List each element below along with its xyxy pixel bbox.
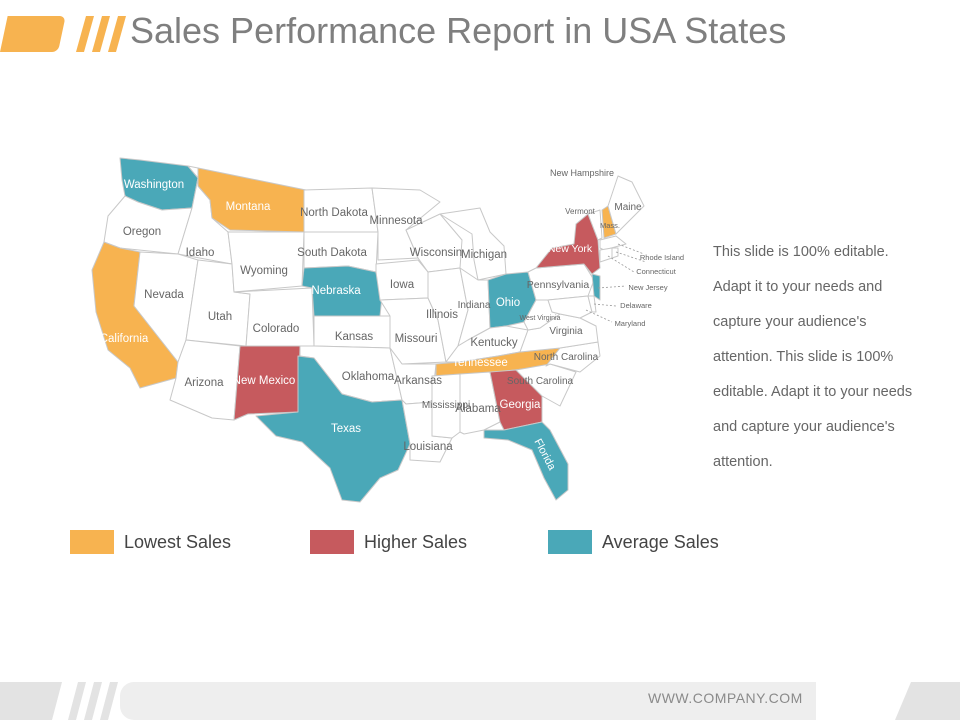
page-title: Sales Performance Report in USA States — [130, 10, 787, 51]
usa-map: .s { stroke: #c8c8c8; stroke-width: 1; s… — [80, 150, 700, 510]
state-massachusetts[interactable] — [599, 235, 627, 251]
label-kansas: Kansas — [335, 331, 374, 343]
label-nebraska: Nebraska — [311, 285, 361, 297]
state-florida[interactable] — [483, 421, 569, 501]
label-wisconsin: Wisconsin — [410, 247, 462, 259]
label-mississippi: Mississippi — [422, 400, 470, 411]
label-idaho: Idaho — [186, 247, 215, 259]
legend-label-lowest: Lowest Sales — [124, 531, 232, 552]
state-mississippi[interactable] — [431, 373, 461, 439]
label-washington: Washington — [124, 179, 184, 191]
state-delaware[interactable] — [587, 295, 597, 313]
label-texas: Texas — [331, 423, 361, 435]
label-montana: Montana — [226, 201, 271, 213]
label-north-dakota: North Dakota — [300, 207, 368, 219]
label-iowa: Iowa — [390, 279, 415, 291]
label-new-york: New York — [548, 243, 593, 255]
label-arizona: Arizona — [185, 377, 225, 389]
header-accent-bar — [0, 16, 66, 52]
label-new-mexico: New Mexico — [233, 375, 296, 387]
state-texas[interactable] — [255, 355, 411, 503]
label-illinois: Illinois — [426, 309, 458, 321]
label-missouri: Missouri — [395, 333, 438, 345]
label-rhode-island: Rhode Island — [640, 253, 684, 262]
label-nevada: Nevada — [144, 289, 184, 301]
label-utah: Utah — [208, 311, 232, 323]
label-maryland: Maryland — [615, 319, 646, 328]
label-massachusetts: Mass. — [600, 221, 620, 230]
state-new-jersey[interactable] — [591, 273, 601, 301]
label-new-jersey: New Jersey — [628, 283, 667, 292]
legend-label-average: Average Sales — [602, 531, 719, 552]
label-wyoming: Wyoming — [240, 265, 288, 277]
state-vermont[interactable] — [587, 209, 603, 241]
label-georgia: Georgia — [500, 399, 542, 411]
label-new-hampshire: New Hampshire — [550, 168, 614, 178]
state-new-mexico[interactable] — [233, 345, 301, 421]
label-maine: Maine — [614, 202, 642, 213]
label-south-dakota: South Dakota — [297, 247, 367, 259]
label-vermont: Vermont — [565, 207, 596, 216]
label-tennessee: Tennessee — [452, 357, 508, 369]
label-louisiana: Louisiana — [403, 441, 453, 453]
legend-swatch-average — [548, 530, 592, 554]
state-connecticut[interactable] — [599, 247, 613, 263]
footer-accent-shape — [895, 682, 960, 720]
label-ohio: Ohio — [496, 297, 520, 309]
label-indiana: Indiana — [458, 300, 491, 311]
state-maine[interactable] — [607, 175, 645, 235]
legend-swatch-lowest — [70, 530, 114, 554]
label-california: California — [100, 333, 149, 345]
legend-average: Average Sales — [548, 530, 719, 554]
label-north-carolina: North Carolina — [534, 352, 599, 363]
legend-lowest: Lowest Sales — [70, 530, 231, 554]
label-michigan: Michigan — [461, 249, 507, 261]
label-west-virginia: West Virginia — [520, 315, 561, 322]
label-delaware: Delaware — [620, 301, 652, 310]
label-kentucky: Kentucky — [470, 337, 518, 349]
footer-url: WWW.COMPANY.COM — [648, 690, 803, 706]
footer-band — [120, 682, 816, 720]
state-rhode-island[interactable] — [611, 247, 619, 259]
label-minnesota: Minnesota — [369, 215, 423, 227]
description-text: This slide is 100% editable. Adapt it to… — [713, 244, 913, 470]
label-oregon: Oregon — [123, 226, 161, 238]
state-california[interactable] — [91, 241, 179, 389]
footer-stripes-icon — [0, 682, 118, 720]
label-south-carolina: South Carolina — [507, 376, 574, 387]
state-south-carolina[interactable] — [515, 363, 577, 407]
header-stripes-icon — [76, 16, 126, 52]
label-connecticut: Connecticut — [636, 267, 677, 276]
label-pennsylvania: Pennsylvania — [527, 279, 590, 291]
label-virginia: Virginia — [549, 326, 583, 337]
legend-swatch-higher — [310, 530, 354, 554]
legend-higher: Higher Sales — [310, 530, 467, 554]
label-oklahoma: Oklahoma — [342, 371, 395, 383]
leader-lines — [585, 243, 647, 323]
label-arkansas: Arkansas — [394, 375, 442, 387]
label-alabama: Alabama — [455, 403, 501, 415]
legend-label-higher: Higher Sales — [364, 531, 468, 552]
label-colorado: Colorado — [253, 323, 300, 335]
state-wyoming[interactable] — [227, 231, 305, 293]
